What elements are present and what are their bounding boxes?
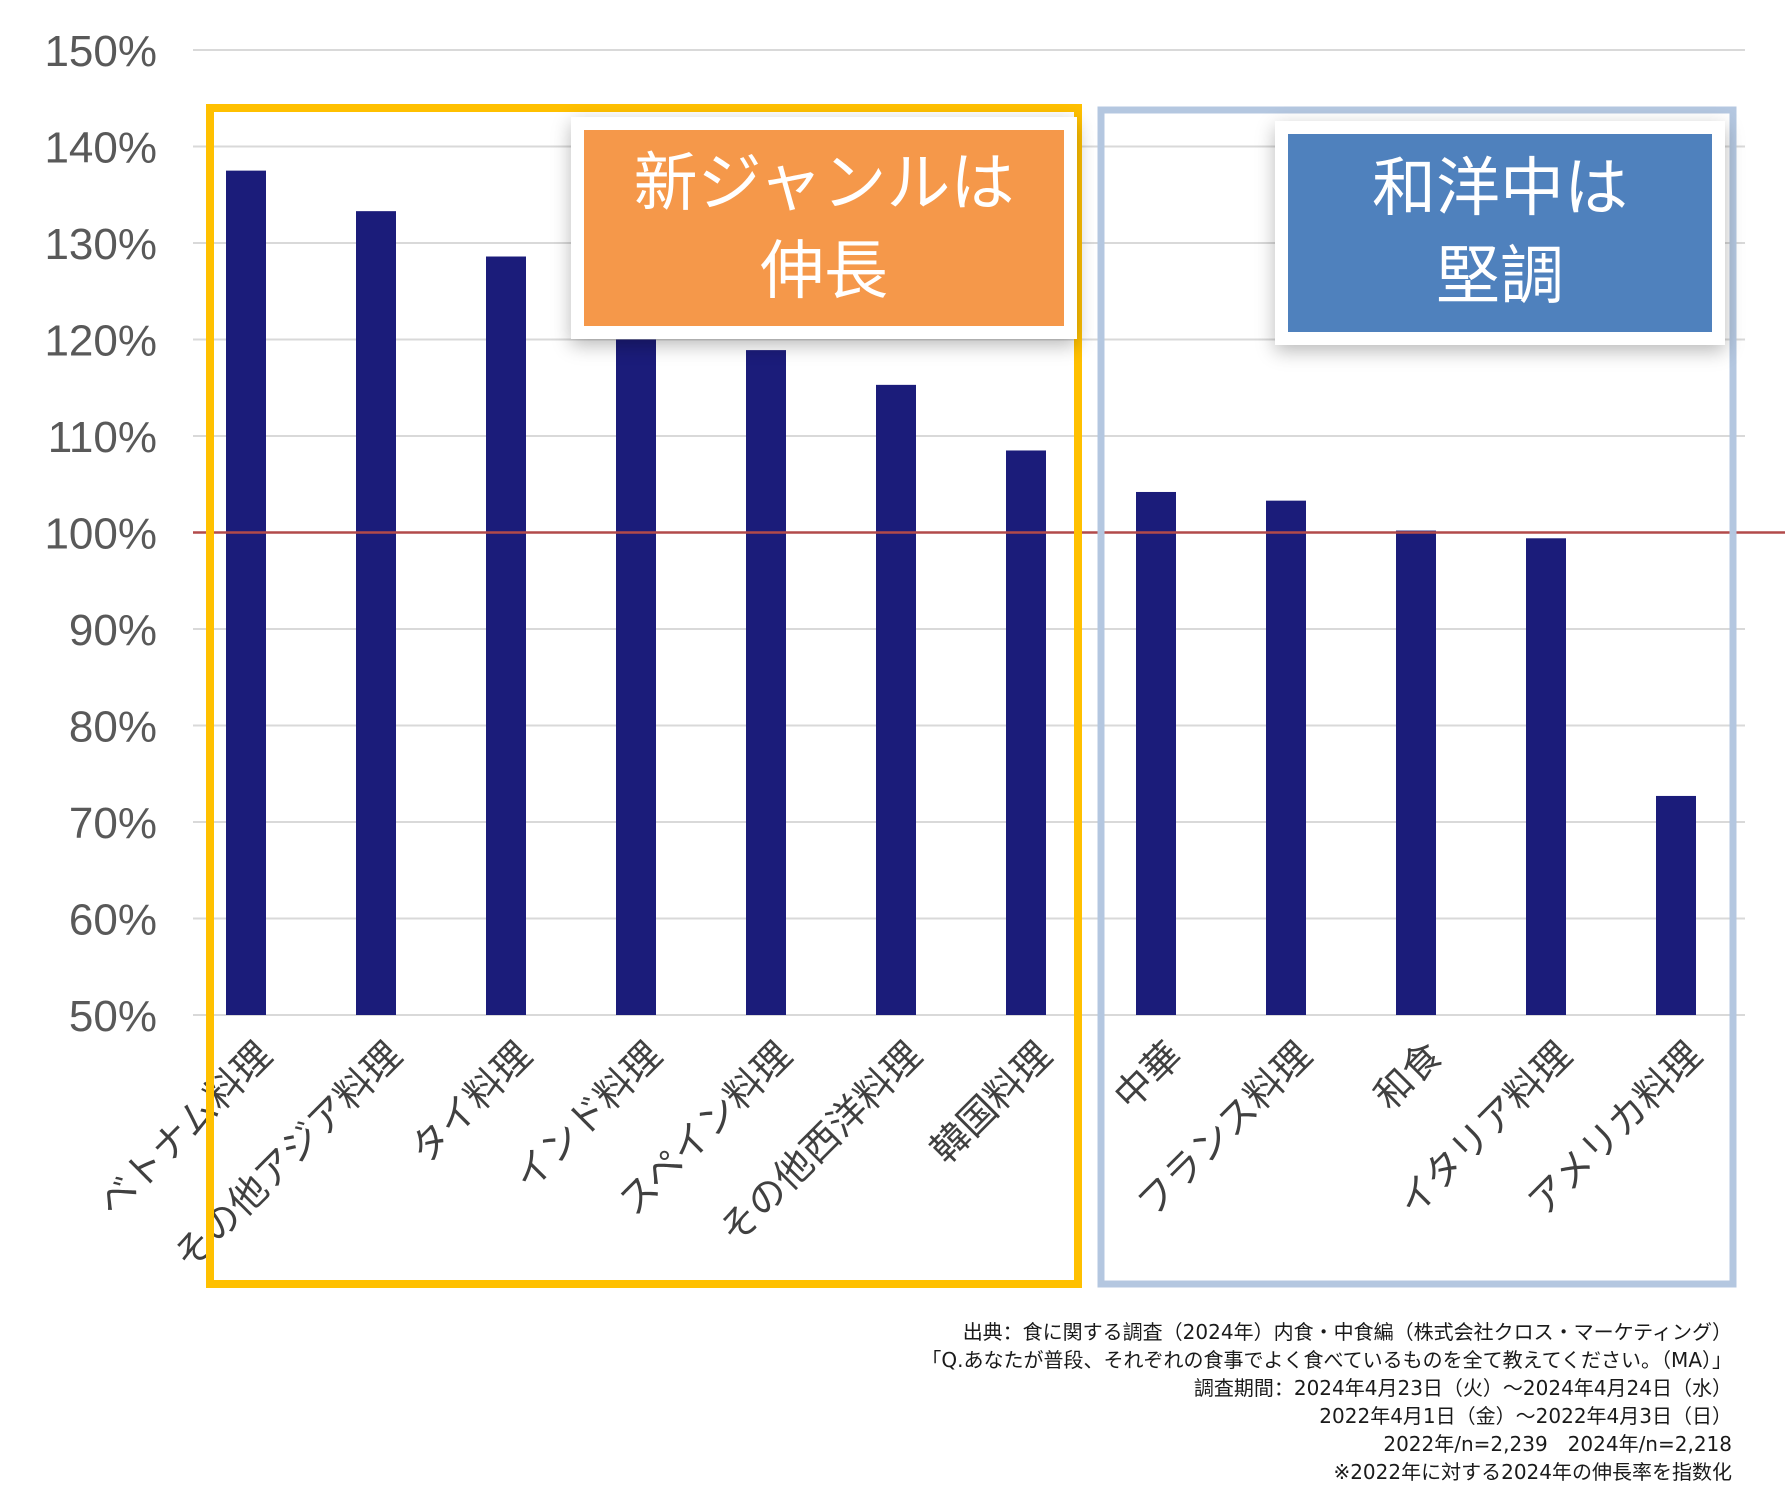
index-note-line: ※2022年に対する2024年の伸長率を指数化 (1333, 1460, 1732, 1484)
source-line: 出典：食に関する調査（2024年）内食・中食編（株式会社クロス・マーケティング） (962, 1320, 1732, 1344)
y-tick-label: 110% (48, 413, 157, 462)
y-tick-label: 130% (44, 220, 157, 269)
bar (1396, 530, 1436, 1015)
bar (1136, 491, 1176, 1016)
y-tick-label: 150% (44, 27, 157, 76)
bar (1006, 450, 1046, 1016)
y-tick-label: 80% (69, 703, 157, 752)
survey-period-line-2022: 2022年4月1日（金）～2022年4月3日（日） (1319, 1404, 1732, 1428)
y-tick-label: 70% (69, 799, 157, 848)
new-genre-callout: 新ジャンルは 伸長 (584, 130, 1064, 326)
bar (876, 384, 916, 1016)
traditional-genre-callout: 和洋中は 堅調 (1288, 134, 1712, 332)
survey-period-line: 調査期間：2024年4月23日（火）～2024年4月24日（水） (1193, 1376, 1732, 1400)
question-line: 「Q.あなたが普段、それぞれの食事でよく食べているものを全て教えてください。（M… (921, 1348, 1732, 1372)
x-category-label: タイ料理 (402, 1033, 541, 1172)
bar (356, 211, 396, 1015)
bar (226, 170, 266, 1015)
bar (746, 350, 786, 1015)
bar (1526, 538, 1566, 1015)
bar (486, 256, 526, 1015)
x-category-label: 韓国料理 (922, 1033, 1061, 1172)
y-tick-label: 140% (44, 124, 157, 173)
y-tick-label: 90% (69, 606, 157, 655)
bar (616, 339, 656, 1015)
y-tick-label: 50% (69, 992, 157, 1041)
y-tick-label: 120% (44, 317, 157, 366)
bar (1266, 500, 1306, 1015)
new-genre-group-box (206, 104, 1082, 1288)
y-tick-label: 100% (44, 510, 157, 559)
bar (1656, 795, 1696, 1015)
x-category-label: その他アジア料理 (165, 1033, 410, 1278)
x-category-label: 中華 (1106, 1033, 1191, 1118)
x-category-label: 和食 (1366, 1033, 1451, 1118)
sample-size-line: 2022年/n=2,239 2024年/n=2,218 (1383, 1432, 1732, 1456)
y-tick-label: 60% (69, 896, 157, 945)
traditional-genre-group-box (1097, 106, 1737, 1288)
source-notes: 出典：食に関する調査（2024年）内食・中食編（株式会社クロス・マーケティング）… (921, 1318, 1732, 1486)
